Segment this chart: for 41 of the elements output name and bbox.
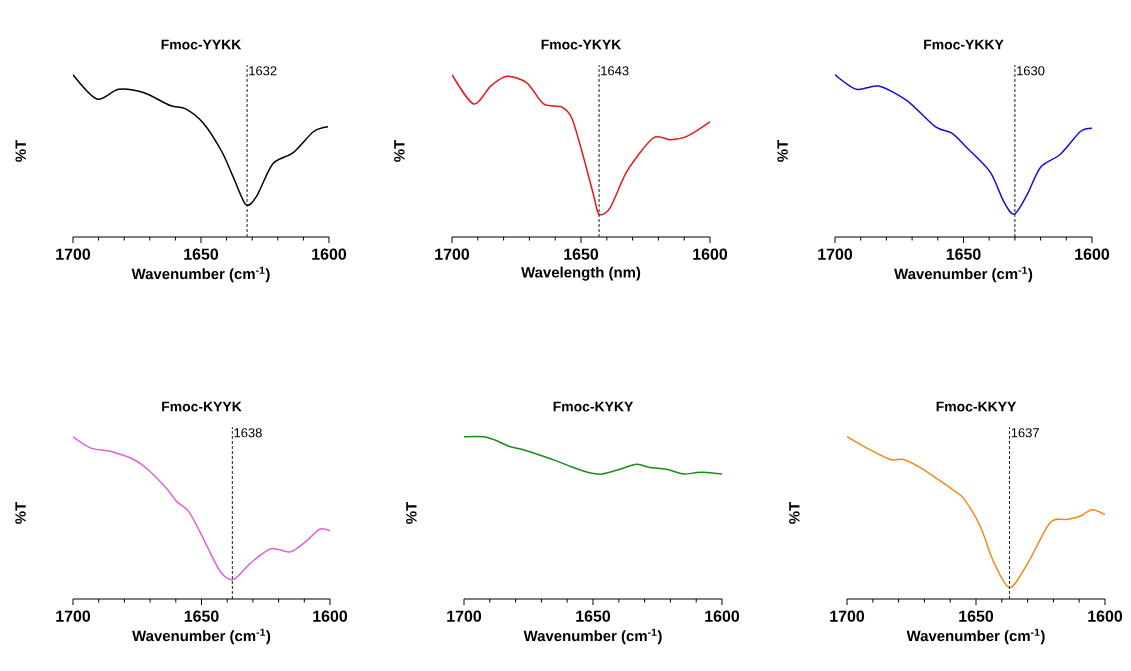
ref-line-label: 1643	[601, 66, 629, 76]
x-tick-label: 1700	[56, 610, 91, 622]
chart-title: Fmoc-KYKY	[553, 401, 634, 412]
x-tick-label: 1650	[576, 610, 611, 622]
y-axis-title: %T	[15, 139, 26, 162]
x-tick-label: 1700	[830, 610, 865, 622]
x-axis-title: Wavenumber (cm$^{-1}$)	[894, 266, 1033, 283]
x-tick-label: 1700	[818, 248, 853, 260]
chart-title: Fmoc-KKYY	[936, 401, 1017, 412]
x-axis-title: Wavenumber (cm$^{-1}$)	[132, 628, 271, 645]
y-axis-title: %T	[789, 501, 800, 524]
x-tick-label: 1650	[564, 248, 599, 260]
ref-line-label: 1638	[234, 428, 262, 438]
x-axis-title: Wavenumber (cm$^{-1}$)	[523, 628, 662, 645]
x-tick-label: 1600	[1088, 610, 1123, 622]
x-tick-label: 1700	[56, 248, 91, 260]
x-tick-label: 1650	[184, 610, 219, 622]
ref-line-label: 1637	[1011, 428, 1039, 438]
x-tick-label: 1600	[312, 248, 347, 260]
x-tick-label: 1650	[946, 248, 981, 260]
x-axis-title: Wavelength (nm)	[521, 266, 641, 281]
x-tick-label: 1650	[959, 610, 994, 622]
y-axis-title: %T	[777, 139, 788, 162]
y-axis-title: %T	[394, 139, 405, 162]
x-tick-label: 1700	[435, 248, 470, 260]
chart-title: Fmoc-YYKK	[161, 39, 242, 50]
chart-title: Fmoc-YKKY	[924, 39, 1004, 50]
x-axis-title: Wavenumber (cm$^{-1}$)	[906, 628, 1045, 645]
x-tick-label: 1600	[1075, 248, 1110, 260]
x-tick-label: 1600	[313, 610, 348, 622]
y-axis-title: %T	[15, 501, 26, 524]
x-tick-label: 1650	[184, 248, 219, 260]
x-tick-label: 1600	[705, 610, 740, 622]
y-axis-title: %T	[406, 501, 417, 524]
chart-title: Fmoc-KYYK	[162, 401, 242, 412]
x-tick-label: 1700	[447, 610, 482, 622]
x-axis-title: Wavenumber (cm$^{-1}$)	[131, 266, 270, 283]
ref-line-label: 1632	[249, 66, 277, 76]
ref-line-label: 1630	[1017, 66, 1045, 76]
chart-title: Fmoc-YKYK	[541, 39, 622, 50]
x-tick-label: 1600	[693, 248, 728, 260]
